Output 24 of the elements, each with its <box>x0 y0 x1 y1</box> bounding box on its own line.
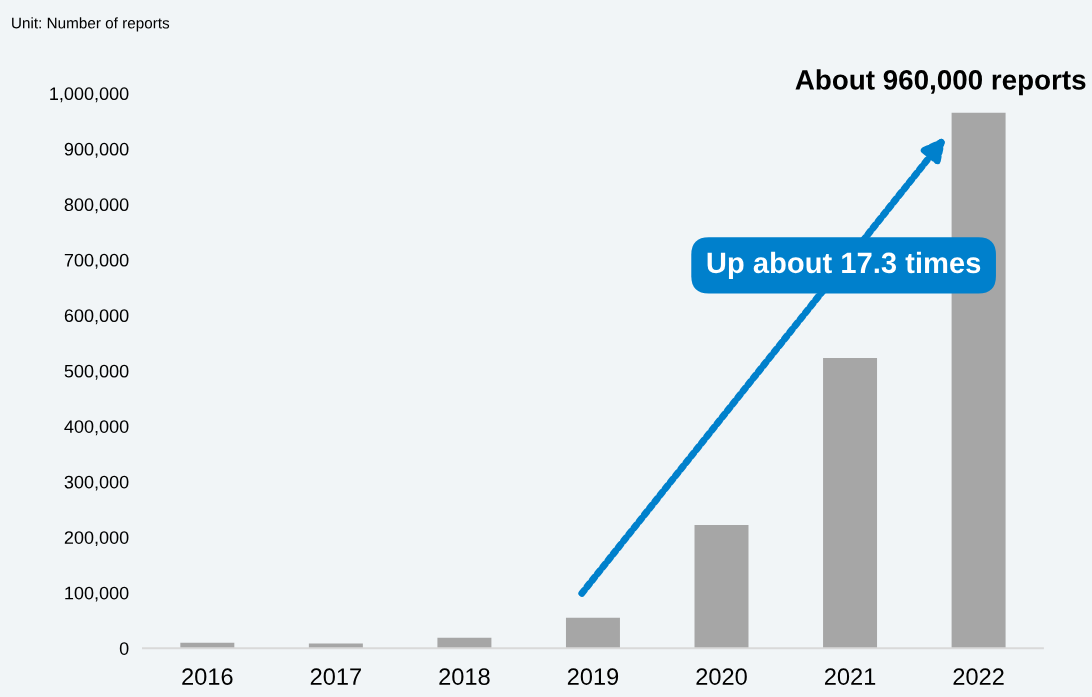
x-tick-label: 2020 <box>696 668 747 685</box>
y-tick-label: 100,000 <box>65 586 129 602</box>
y-tick-label: 0 <box>119 642 129 655</box>
y-tick-label: 500,000 <box>64 364 129 380</box>
y-tick-label: 300,000 <box>64 475 129 491</box>
annotation: About 960,000 reports <box>795 69 1086 96</box>
y-tick-label: 400,000 <box>64 420 129 436</box>
text: Unit: Number of reports <box>12 17 170 32</box>
x-tick-label: 2016 <box>182 668 233 685</box>
x-tick-label: 2021 <box>824 668 876 685</box>
y-tick-label: 1,000,000 <box>50 87 129 103</box>
y-tick-label: 900,000 <box>64 142 129 158</box>
annotation: Up about 17.3 times <box>707 251 981 279</box>
x-tick-label: 2022 <box>953 668 1004 685</box>
bar <box>823 358 878 649</box>
bar <box>694 525 749 649</box>
y-tick-label: 600,000 <box>64 309 129 325</box>
x-tick-label: 2017 <box>310 668 361 685</box>
y-tick-label: 200,000 <box>64 531 129 547</box>
bar <box>565 617 620 649</box>
x-tick-label: 2018 <box>439 668 490 685</box>
x-tick-label: 2019 <box>567 668 619 685</box>
y-tick-label: 700,000 <box>64 253 129 269</box>
y-tick-label: 800,000 <box>64 198 129 214</box>
